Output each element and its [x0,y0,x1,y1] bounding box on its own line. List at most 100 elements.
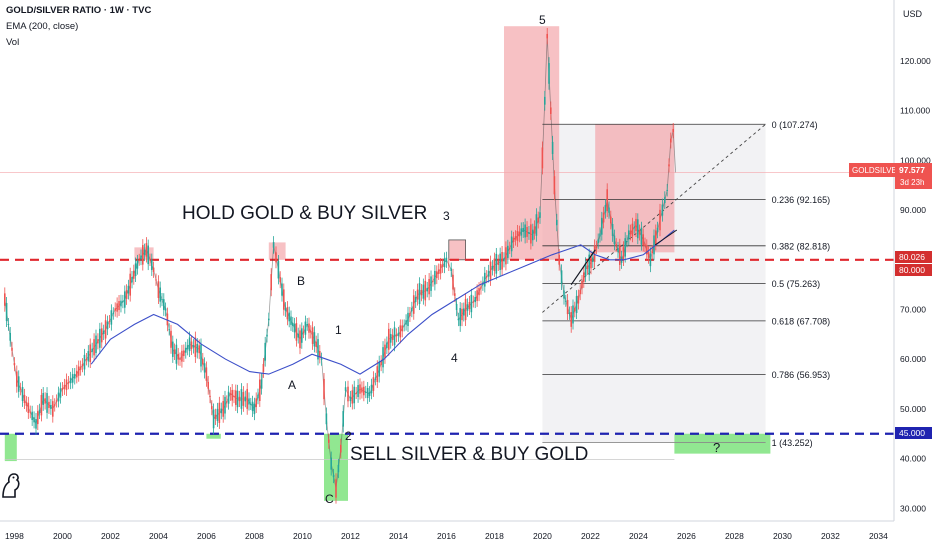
candle-body [129,273,131,296]
candle-body [293,323,296,333]
fib-label-5: 0.786 (56.953) [772,370,831,380]
candle-body [530,224,532,244]
candle-body [23,394,26,404]
time-tick-2022: 2022 [581,531,600,541]
price-tick-6: 60.000 [900,354,926,364]
candle-body [124,291,126,308]
candle-body [526,227,528,237]
candle-body [67,381,70,384]
green-zone-6 [206,433,221,439]
blue-level-tag: 45.000 [899,428,925,438]
candle-body [426,287,428,292]
candle-body [63,384,66,389]
candle-body [602,212,605,223]
candle-body [646,245,648,255]
candle-body [200,344,202,367]
candle-body [560,270,563,285]
candle-body [403,325,405,327]
candle-body [577,295,580,304]
red-zone-4 [595,124,675,253]
fib-label-1: 0.236 (92.165) [772,195,831,205]
candle-body [328,439,330,443]
time-tick-2008: 2008 [245,531,264,541]
time-tick-2034: 2034 [869,531,888,541]
ema-indicator-label[interactable]: EMA (200, close) [6,21,79,32]
candle-body [551,141,554,155]
candle-body [203,363,206,373]
blue-level-tag-bg [895,427,932,439]
candle-body [478,288,480,296]
candle-body [640,227,643,245]
tradingview-logo-icon [2,473,20,498]
candle-body [656,227,659,233]
candle-body [138,259,140,261]
annotation-layer: 0 (107.274) 0.236 (92.165) 0.382 (82.818) 0… [182,13,830,506]
trendline-2 [654,229,678,246]
time-tick-2002: 2002 [101,531,120,541]
candle-body [164,308,167,311]
question-annotation: ? [713,440,720,455]
candle-body [5,302,8,322]
volume-indicator-label[interactable]: Vol [6,37,20,48]
candle-body [455,303,458,311]
candle-body [391,334,394,340]
candle-body [344,387,347,391]
candle-body [25,402,28,406]
candle-body [472,301,475,303]
time-tick-2012: 2012 [341,531,360,541]
fib-diagonal-line [542,123,766,313]
wave-label-4: 4 [451,351,458,365]
candle-body [17,376,20,392]
candle-body [480,286,482,289]
candle-body [514,236,517,240]
candle-body [418,283,421,305]
candle-body [52,401,54,417]
candle-body [81,364,84,367]
candle-body [179,358,181,360]
candle-body [395,334,398,337]
candle-body [497,260,500,265]
candle-body [299,330,301,349]
candle-body [202,358,204,365]
candle-body [27,402,30,413]
series-layer [4,27,678,504]
candle-body [33,417,35,423]
candle-body [668,164,670,167]
candle-body [320,358,323,360]
candle-body [149,259,151,261]
candle-body [604,205,607,213]
red-line-value-tag-bg [895,251,932,263]
fib-label-0: 0 (107.274) [772,120,818,130]
candle-body [532,229,534,241]
candle-body [140,255,142,260]
candle-body [535,214,538,236]
candle-body [212,409,215,429]
candle-body [617,247,619,252]
candle-body [443,258,446,268]
candle-body [631,223,634,237]
candle-body [9,332,11,341]
last-price-tag-bg [895,163,932,189]
candle-body [518,231,521,237]
candle-body [357,385,359,397]
candle-body [422,284,425,299]
candle-body [184,347,187,353]
candle-body [516,230,519,241]
candle-body [244,396,247,402]
fib-label-2: 0.382 (82.818) [772,241,831,251]
candle-body [584,263,587,277]
candle-body [642,234,644,246]
candle-body [405,320,407,325]
candle-body [220,408,223,414]
candle-body [430,276,432,291]
countdown-tag: 3d 23h [900,178,924,187]
candle-body [100,328,103,343]
candle-body [452,274,454,290]
candle-body [205,367,208,381]
candle-body [590,256,592,269]
candle-body [374,378,377,380]
candle-body [310,331,312,333]
candle-body [533,226,536,234]
